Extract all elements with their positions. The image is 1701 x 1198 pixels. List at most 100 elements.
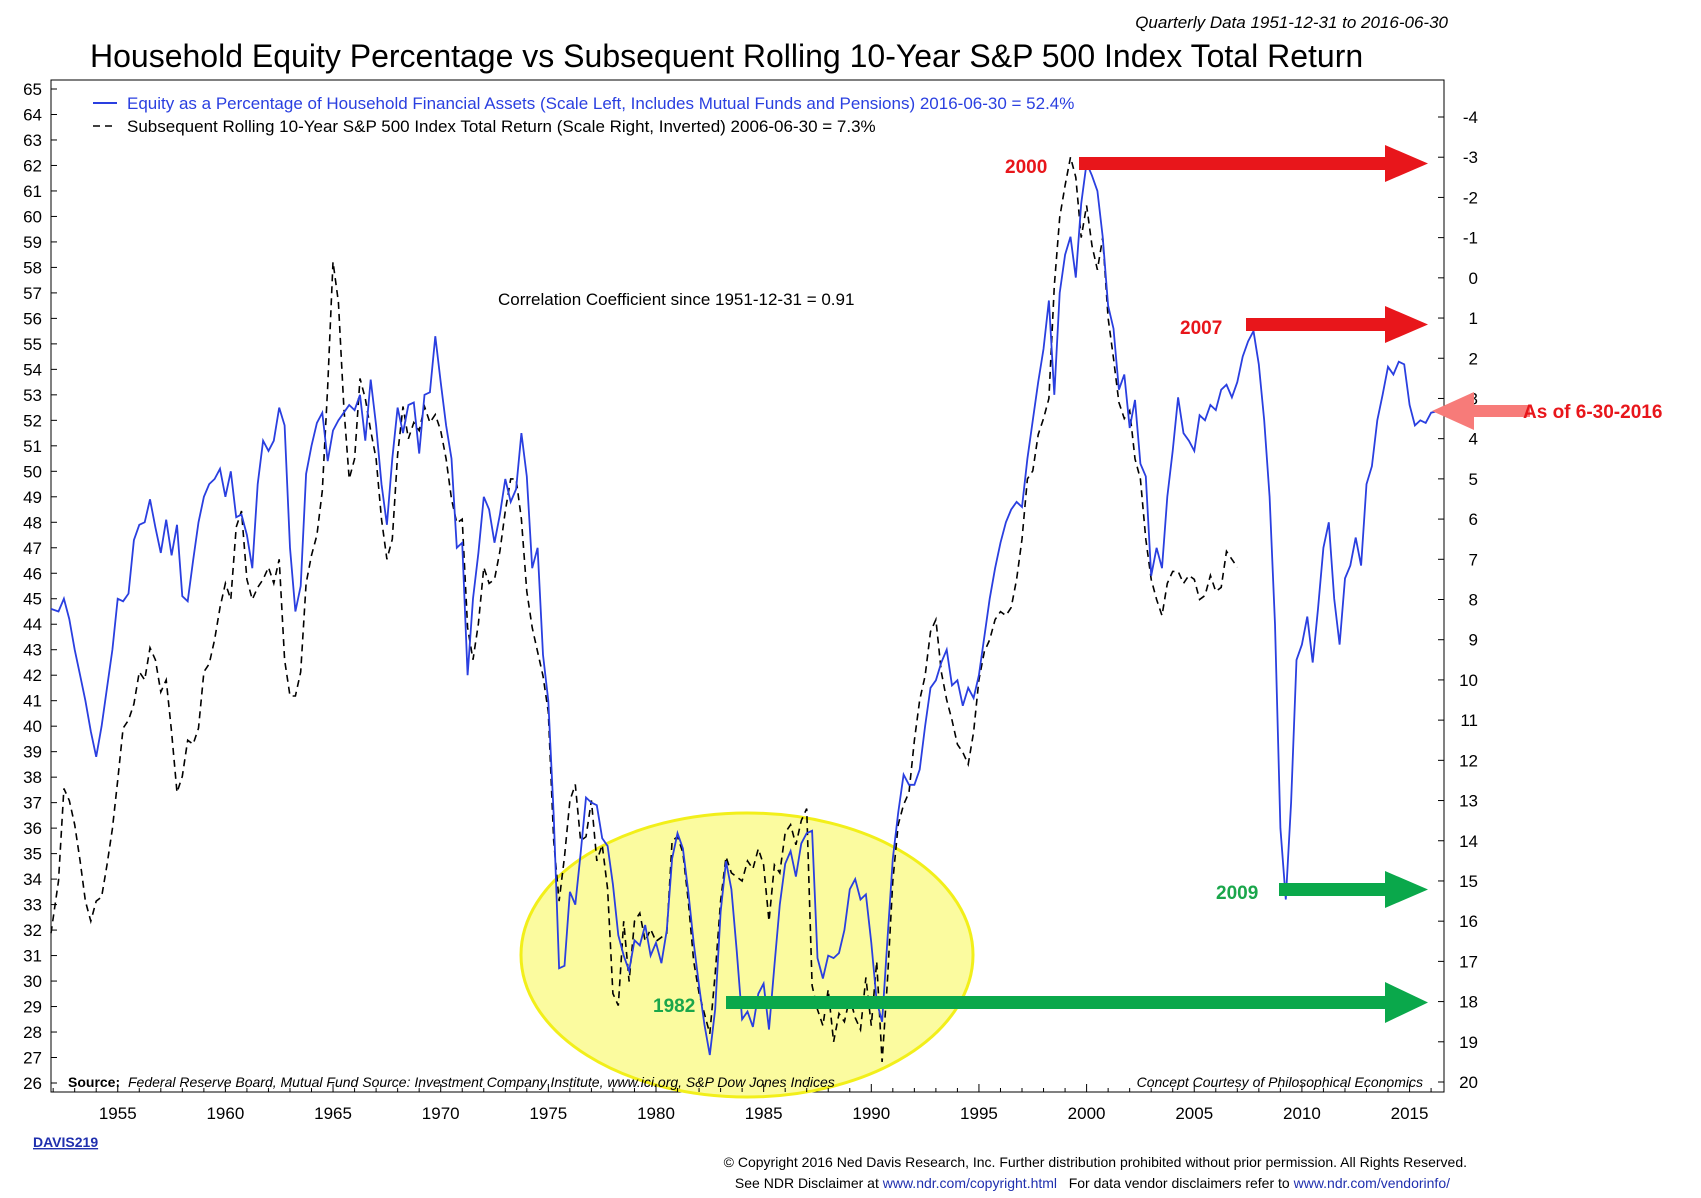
arrow-1982 <box>726 982 1428 1023</box>
legend-label-equity: Equity as a Percentage of Household Fina… <box>127 94 1074 113</box>
left-tick-label: 46 <box>23 564 42 583</box>
left-tick-label: 37 <box>23 794 42 813</box>
left-tick-label: 54 <box>23 360 42 379</box>
left-tick-label: 58 <box>23 258 42 277</box>
right-tick-label: 6 <box>1469 510 1478 529</box>
left-tick-label: 39 <box>23 743 42 762</box>
left-tick-label: 26 <box>23 1074 42 1093</box>
series-line-equity <box>50 159 1443 1056</box>
right-tick-label: 15 <box>1459 872 1478 891</box>
left-tick-label: 27 <box>23 1049 42 1068</box>
left-tick-label: 31 <box>23 947 42 966</box>
left-tick-label: 62 <box>23 156 42 175</box>
x-tick-label: 1970 <box>422 1104 460 1123</box>
right-tick-label: 17 <box>1459 952 1478 971</box>
right-tick-label: -1 <box>1463 229 1478 248</box>
left-tick-label: 38 <box>23 768 42 787</box>
annotation-2009: 2009 <box>1216 883 1258 904</box>
annotation-as-of: As of 6-30-2016 <box>1523 402 1662 423</box>
correlation-note: Correlation Coefficient since 1951-12-31… <box>498 290 854 309</box>
source-text: Federal Reserve Board, Mutual Fund Sourc… <box>128 1074 835 1090</box>
chart-id-link[interactable]: DAVIS219 <box>33 1134 98 1150</box>
x-tick-label: 1990 <box>852 1104 890 1123</box>
chart-title: Household Equity Percentage vs Subsequen… <box>90 38 1363 74</box>
chart-period: Quarterly Data 1951-12-31 to 2016-06-30 <box>1135 13 1448 32</box>
left-tick-label: 33 <box>23 896 42 915</box>
right-tick-label: 10 <box>1459 671 1478 690</box>
left-tick-label: 53 <box>23 386 42 405</box>
disclaimer-middle: For data vendor disclaimers refer to <box>1057 1175 1294 1191</box>
source-label: Source: <box>68 1074 120 1090</box>
x-tick-label: 2000 <box>1068 1104 1106 1123</box>
concept-note: Concept Courtesy of Philosophical Econom… <box>1137 1074 1423 1090</box>
right-tick-label: -4 <box>1463 108 1478 127</box>
arrow-2000 <box>1079 145 1428 182</box>
right-tick-label: 8 <box>1469 591 1478 610</box>
left-tick-label: 52 <box>23 411 42 430</box>
x-tick-label: 1965 <box>314 1104 352 1123</box>
copyright-line: © Copyright 2016 Ned Davis Research, Inc… <box>724 1154 1467 1170</box>
left-tick-label: 51 <box>23 437 42 456</box>
left-tick-label: 43 <box>23 641 42 660</box>
right-tick-label: -2 <box>1463 188 1478 207</box>
left-tick-label: 30 <box>23 972 42 991</box>
x-tick-label: 1995 <box>960 1104 998 1123</box>
arrow-2009 <box>1279 871 1428 908</box>
left-tick-label: 35 <box>23 845 42 864</box>
copyright-link[interactable]: www.ndr.com/copyright.html <box>882 1175 1057 1191</box>
disclaimer-prefix: See NDR Disclaimer at <box>735 1175 883 1191</box>
right-tick-label: 9 <box>1469 631 1478 650</box>
left-tick-label: 56 <box>23 309 42 328</box>
left-tick-label: 36 <box>23 819 42 838</box>
right-tick-label: 5 <box>1469 470 1478 489</box>
right-tick-label: 7 <box>1469 550 1478 569</box>
left-tick-label: 42 <box>23 666 42 685</box>
left-tick-label: 41 <box>23 692 42 711</box>
right-tick-label: 0 <box>1469 269 1478 288</box>
x-tick-label: 2010 <box>1283 1104 1321 1123</box>
left-tick-label: 40 <box>23 717 42 736</box>
right-tick-label: -3 <box>1463 148 1478 167</box>
left-tick-label: 29 <box>23 998 42 1017</box>
left-tick-label: 63 <box>23 131 42 150</box>
right-tick-label: 16 <box>1459 912 1478 931</box>
x-tick-label: 1955 <box>99 1104 137 1123</box>
right-tick-label: 18 <box>1459 993 1478 1012</box>
right-tick-label: 13 <box>1459 792 1478 811</box>
annotation-1982: 1982 <box>653 996 695 1017</box>
arrow-2007 <box>1246 306 1428 343</box>
x-tick-label: 2015 <box>1391 1104 1429 1123</box>
left-tick-label: 65 <box>23 80 42 99</box>
right-tick-label: 11 <box>1460 711 1478 730</box>
right-tick-label: 19 <box>1459 1033 1478 1052</box>
left-tick-label: 50 <box>23 462 42 481</box>
left-tick-label: 28 <box>23 1023 42 1042</box>
x-axis: 1955 1960 1965 1970 1975 1980 1985 1990 1995 2000… <box>52 1084 1432 1123</box>
left-tick-label: 49 <box>23 488 42 507</box>
left-tick-label: 48 <box>23 513 42 532</box>
highlight-ellipse <box>519 811 975 1099</box>
right-tick-label: 12 <box>1459 751 1478 770</box>
left-tick-label: 44 <box>23 615 42 634</box>
legend: Equity as a Percentage of Household Fina… <box>93 94 1074 136</box>
left-tick-label: 60 <box>23 207 42 226</box>
arrow-as-of <box>1432 392 1530 430</box>
x-tick-label: 1975 <box>529 1104 567 1123</box>
x-tick-label: 1985 <box>745 1104 783 1123</box>
right-tick-label: 14 <box>1459 832 1478 851</box>
disclaimer-line: See NDR Disclaimer at www.ndr.com/copyri… <box>735 1175 1450 1191</box>
annotation-2000: 2000 <box>1005 157 1047 178</box>
left-tick-label: 61 <box>23 182 42 201</box>
left-tick-label: 55 <box>23 335 42 354</box>
left-tick-label: 47 <box>23 539 42 558</box>
left-tick-label: 57 <box>23 284 42 303</box>
vendor-info-link[interactable]: www.ndr.com/vendorinfo/ <box>1293 1175 1451 1191</box>
left-tick-label: 64 <box>23 105 42 124</box>
right-tick-label: 1 <box>1469 309 1478 328</box>
x-tick-label: 1960 <box>206 1104 244 1123</box>
legend-label-returns: Subsequent Rolling 10-Year S&P 500 Index… <box>127 117 876 136</box>
left-tick-label: 59 <box>23 233 42 252</box>
right-tick-label: 2 <box>1469 349 1478 368</box>
left-tick-label: 32 <box>23 921 42 940</box>
